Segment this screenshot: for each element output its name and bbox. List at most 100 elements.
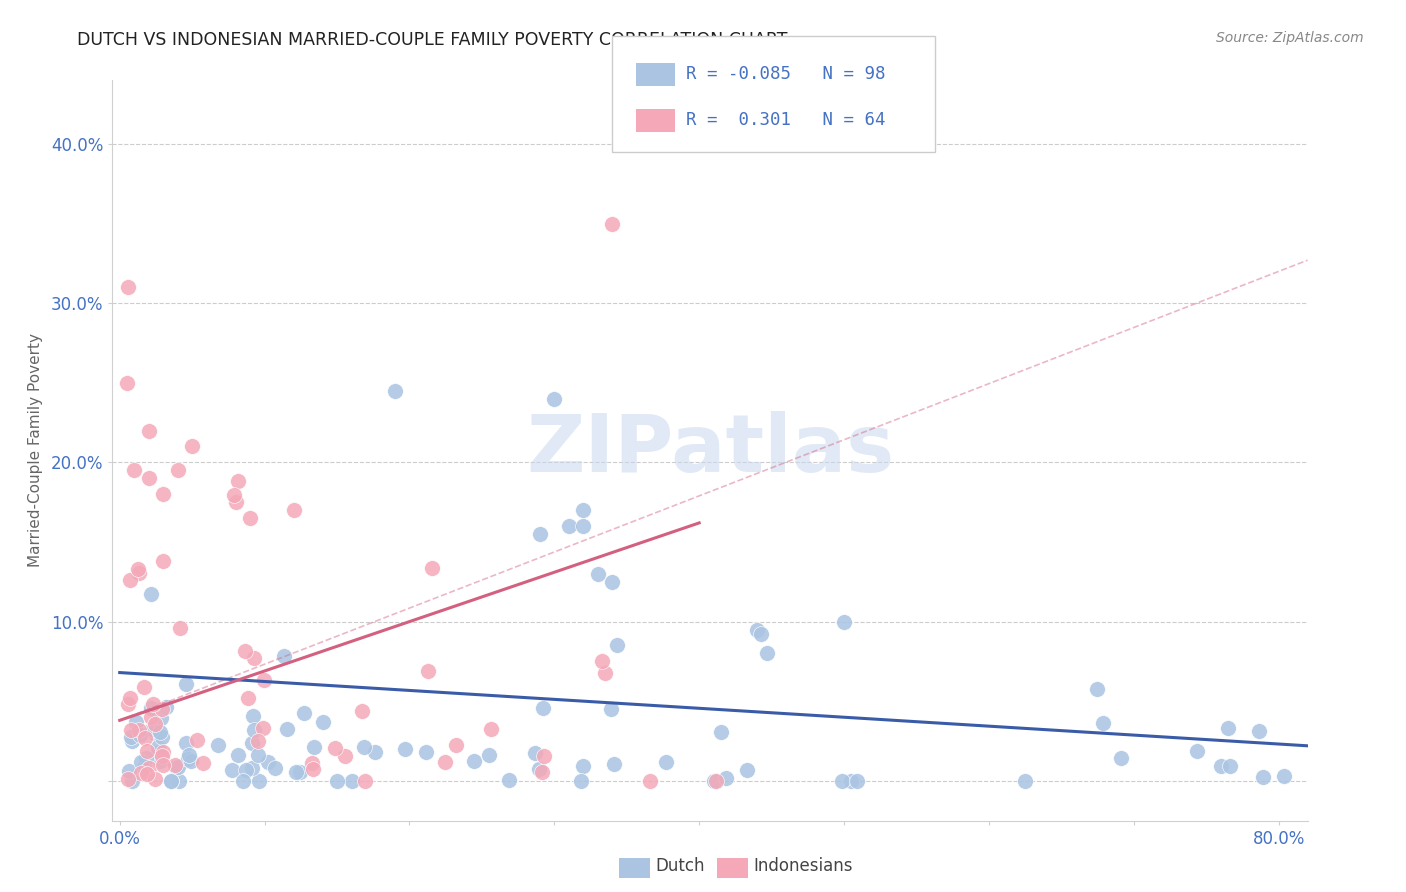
Point	[129, 756, 152, 770]
Point	[225, 495, 247, 509]
Point	[243, 723, 266, 737]
Point	[176, 751, 198, 765]
Point	[1218, 759, 1240, 773]
Point	[846, 773, 869, 788]
Point	[134, 731, 156, 745]
Point	[115, 376, 138, 390]
Point	[558, 519, 581, 533]
Point	[117, 764, 139, 778]
Point	[1272, 769, 1295, 783]
Point	[704, 773, 727, 788]
Point	[139, 701, 162, 715]
Point	[127, 561, 149, 575]
Point	[283, 503, 305, 517]
Point	[572, 503, 595, 517]
Point	[236, 690, 259, 705]
Point	[716, 771, 738, 785]
Point	[478, 747, 501, 762]
Point	[247, 773, 270, 788]
Point	[152, 745, 174, 759]
Point	[152, 757, 174, 772]
Point	[1014, 773, 1036, 788]
Point	[527, 762, 550, 776]
Point	[121, 734, 143, 748]
Point	[224, 488, 246, 502]
Point	[181, 440, 204, 454]
Point	[1109, 751, 1132, 765]
Point	[117, 697, 139, 711]
Point	[152, 487, 174, 501]
Point	[246, 734, 269, 748]
Point	[165, 760, 187, 774]
Point	[416, 664, 439, 678]
Point	[591, 654, 613, 668]
Point	[749, 627, 772, 641]
Y-axis label: Married-Couple Family Poverty: Married-Couple Family Poverty	[28, 334, 42, 567]
Point	[233, 643, 256, 657]
Point	[235, 763, 257, 777]
Point	[246, 748, 269, 763]
Point	[174, 677, 197, 691]
Point	[1247, 724, 1270, 739]
Point	[264, 761, 287, 775]
Point	[207, 738, 229, 752]
Point	[159, 773, 181, 788]
Point	[326, 773, 349, 788]
Point	[342, 773, 364, 788]
Point	[1253, 770, 1275, 784]
Point	[252, 721, 274, 735]
Point	[257, 755, 280, 769]
Point	[301, 762, 323, 776]
Text: ZIPatlas: ZIPatlas	[526, 411, 894, 490]
Point	[129, 728, 152, 742]
Point	[529, 527, 551, 541]
Point	[240, 761, 263, 775]
Point	[302, 740, 325, 755]
Point	[120, 723, 142, 737]
Point	[273, 648, 295, 663]
Point	[832, 615, 855, 629]
Point	[240, 736, 263, 750]
Point	[1185, 744, 1208, 758]
Point	[839, 773, 862, 788]
Text: Source: ZipAtlas.com: Source: ZipAtlas.com	[1216, 31, 1364, 45]
Point	[169, 773, 191, 788]
Point	[146, 739, 169, 754]
Point	[134, 680, 156, 694]
Text: Indonesians: Indonesians	[754, 857, 853, 875]
Point	[533, 748, 555, 763]
Point	[364, 745, 387, 759]
Point	[138, 471, 160, 485]
Point	[1085, 682, 1108, 697]
Point	[523, 746, 546, 760]
Point	[180, 755, 202, 769]
Point	[120, 574, 142, 588]
Text: Dutch: Dutch	[655, 857, 704, 875]
Point	[142, 698, 165, 712]
Point	[150, 730, 173, 744]
Point	[253, 673, 276, 687]
Point	[174, 736, 197, 750]
Point	[312, 714, 335, 729]
Point	[148, 745, 170, 759]
Point	[593, 666, 616, 681]
Point	[606, 638, 628, 652]
Point	[239, 511, 262, 525]
Point	[586, 566, 609, 581]
Point	[640, 773, 662, 788]
Point	[145, 727, 167, 741]
Point	[169, 621, 191, 635]
Point	[422, 561, 444, 575]
Point	[463, 754, 485, 768]
Point	[444, 738, 467, 752]
Point	[394, 741, 416, 756]
Point	[143, 717, 166, 731]
Point	[139, 710, 162, 724]
Point	[186, 733, 208, 747]
Point	[226, 747, 249, 762]
Point	[128, 723, 150, 737]
Point	[232, 773, 254, 788]
Point	[703, 773, 725, 788]
Point	[710, 725, 733, 739]
Point	[415, 745, 437, 759]
